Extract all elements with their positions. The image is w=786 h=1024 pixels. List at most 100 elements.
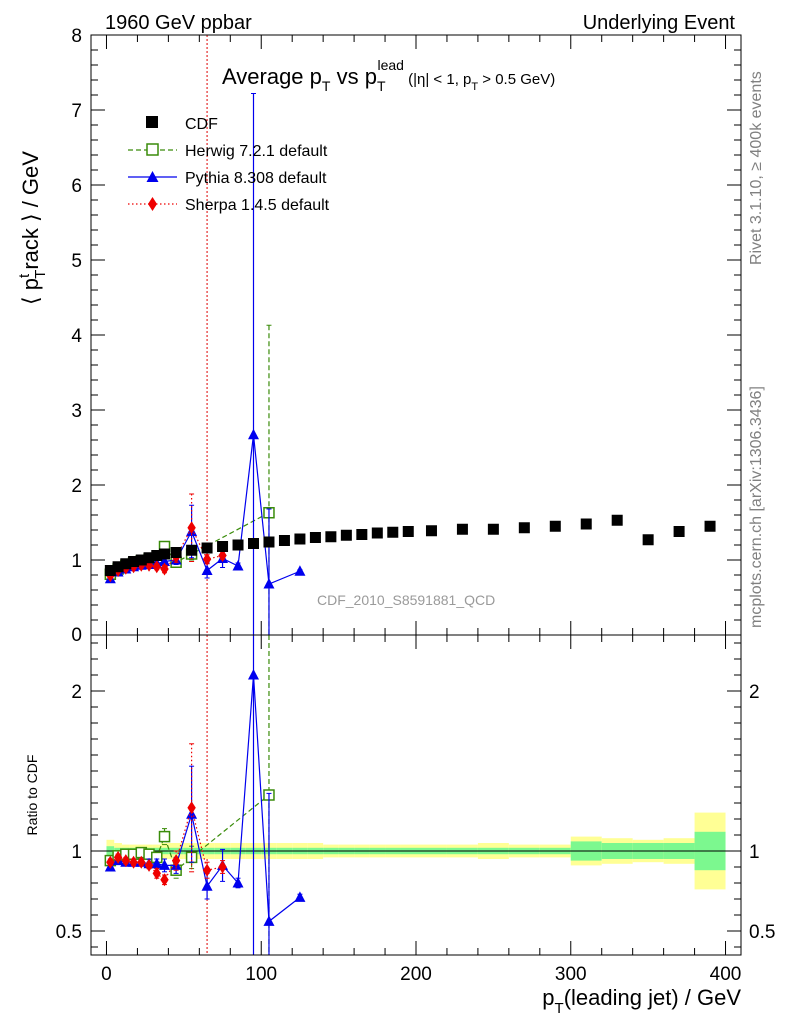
top-point-cdf — [611, 514, 623, 526]
ratio-point-sherpa — [144, 858, 154, 872]
ratio-point-pythia — [248, 669, 259, 680]
legend-marker-pythia — [146, 171, 159, 182]
ratio-point-sherpa — [152, 866, 161, 880]
top-point-pythia — [201, 564, 213, 575]
y-axis-label: ⟨ ptTrack ⟩ / GeV — [16, 151, 49, 305]
ratio-point-pythia — [159, 859, 171, 870]
ratio-y-tick-label: 0.5 — [56, 922, 82, 943]
top-point-cdf — [371, 527, 383, 539]
top-point-cdf — [294, 533, 306, 545]
x-tick-label: 0 — [101, 964, 112, 985]
ratio-point-sherpa — [106, 855, 115, 869]
ratio-bands — [91, 812, 741, 890]
top-point-cdf — [487, 523, 499, 535]
top-point-cdf — [456, 523, 468, 535]
ratio-point-pythia — [232, 877, 244, 888]
plot-title: Average pT vs pTlead (|η| < 1, pT > 0.5 … — [222, 57, 555, 94]
x-tick-label: 100 — [245, 964, 277, 985]
ratio-y-tick-label-right: 2 — [749, 682, 760, 703]
x-tick-label: 400 — [710, 964, 742, 985]
top-point-cdf — [425, 525, 437, 537]
top-point-sherpa — [160, 562, 169, 576]
top-point-cdf — [186, 544, 198, 556]
top-y-tick-label: 0 — [71, 625, 82, 646]
legend-label-herwig: Herwig 7.2.1 default — [185, 143, 328, 160]
top-point-sherpa — [218, 549, 227, 562]
top-point-cdf — [201, 542, 213, 554]
energy-label: 1960 GeV ppbar — [105, 12, 252, 34]
ratio-point-pythia — [151, 857, 163, 869]
top-point-cdf — [151, 550, 163, 561]
top-point-sherpa — [152, 560, 161, 574]
top-point-cdf — [135, 554, 147, 566]
legend-marker-herwig — [146, 143, 159, 156]
ratio-point-sherpa — [171, 854, 181, 868]
top-y-tick-label: 6 — [71, 176, 82, 197]
ratio-panel-axes: 0 100 200 300 400 0.5 0.5 1 1 2 2 — [56, 635, 775, 985]
top-point-cdf — [104, 565, 116, 576]
top-point-sherpa — [202, 552, 212, 566]
mcplots-label: mcplots.cern.ch [arXiv:1306.3436] — [748, 386, 765, 628]
ratio-y-tick-label: 2 — [71, 682, 82, 703]
top-point-cdf — [159, 548, 171, 560]
top-point-pythia — [263, 578, 275, 589]
top-point-cdf — [120, 558, 132, 570]
top-point-sherpa — [187, 521, 196, 535]
ratio-point-sherpa — [218, 860, 227, 874]
ratio-point-sherpa — [137, 855, 146, 869]
ratio-point-sherpa — [129, 855, 138, 869]
legend-label-sherpa: Sherpa 1.4.5 default — [185, 197, 330, 214]
ratio-y-tick-label-right: 1 — [749, 842, 760, 863]
ratio-point-sherpa — [202, 863, 212, 877]
legend-label-pythia: Pythia 8.308 default — [185, 170, 327, 187]
top-point-cdf — [402, 526, 414, 537]
top-y-tick-label: 2 — [71, 476, 82, 497]
top-point-cdf — [387, 526, 399, 538]
x-tick-label: 200 — [400, 964, 432, 985]
top-point-cdf — [248, 538, 259, 549]
legend-label-cdf: CDF — [185, 116, 218, 133]
top-point-cdf — [143, 552, 155, 564]
analysis-label: Underlying Event — [583, 12, 736, 34]
top-point-cdf — [340, 529, 352, 541]
ratio-point-sherpa — [113, 850, 123, 864]
legend-marker-cdf — [146, 116, 158, 128]
top-panel-axes: 0 1 2 3 4 5 6 7 8 — [71, 26, 741, 646]
top-y-tick-label: 5 — [71, 251, 82, 272]
top-y-tick-label: 4 — [71, 326, 82, 347]
top-point-cdf — [325, 531, 337, 543]
x-axis-label: pT(leading jet) / GeV — [542, 985, 741, 1017]
top-point-cdf — [642, 534, 654, 546]
top-y-tick-label: 1 — [71, 551, 82, 572]
top-y-tick-label: 8 — [71, 26, 82, 47]
top-point-cdf — [217, 541, 229, 552]
top-point-cdf — [309, 532, 321, 543]
top-point-cdf — [170, 547, 182, 558]
top-point-cdf — [673, 526, 685, 537]
ratio-y-tick-label: 1 — [71, 842, 82, 863]
ratio-point-pythia — [263, 915, 275, 926]
ratio-point-pythia — [201, 880, 213, 891]
top-point-pythia — [159, 555, 171, 566]
ratio-point-sherpa — [121, 854, 131, 868]
top-point-cdf — [278, 535, 290, 546]
ratio-panel-data — [104, 634, 306, 956]
top-point-cdf — [704, 520, 716, 532]
top-point-cdf — [128, 556, 140, 567]
top-point-pythia — [232, 560, 244, 571]
top-point-cdf — [263, 536, 275, 548]
top-point-cdf — [518, 522, 530, 534]
legend: CDF Herwig 7.2.1 default Pythia 8.308 de… — [128, 116, 330, 214]
ratio-point-sherpa — [187, 801, 196, 815]
rivet-version-label: Rivet 3.1.10, ≥ 400k events — [748, 71, 765, 265]
ratio-panel-frame — [90, 634, 742, 956]
ratio-point-pythia — [294, 891, 306, 902]
ratio-y-tick-label-right: 0.5 — [749, 922, 775, 943]
top-point-cdf — [112, 561, 124, 573]
ratio-point-herwig — [158, 830, 171, 843]
top-point-cdf — [356, 529, 368, 540]
top-point-cdf — [232, 539, 244, 551]
top-y-tick-label: 3 — [71, 401, 82, 422]
ratio-point-sherpa — [160, 873, 169, 887]
